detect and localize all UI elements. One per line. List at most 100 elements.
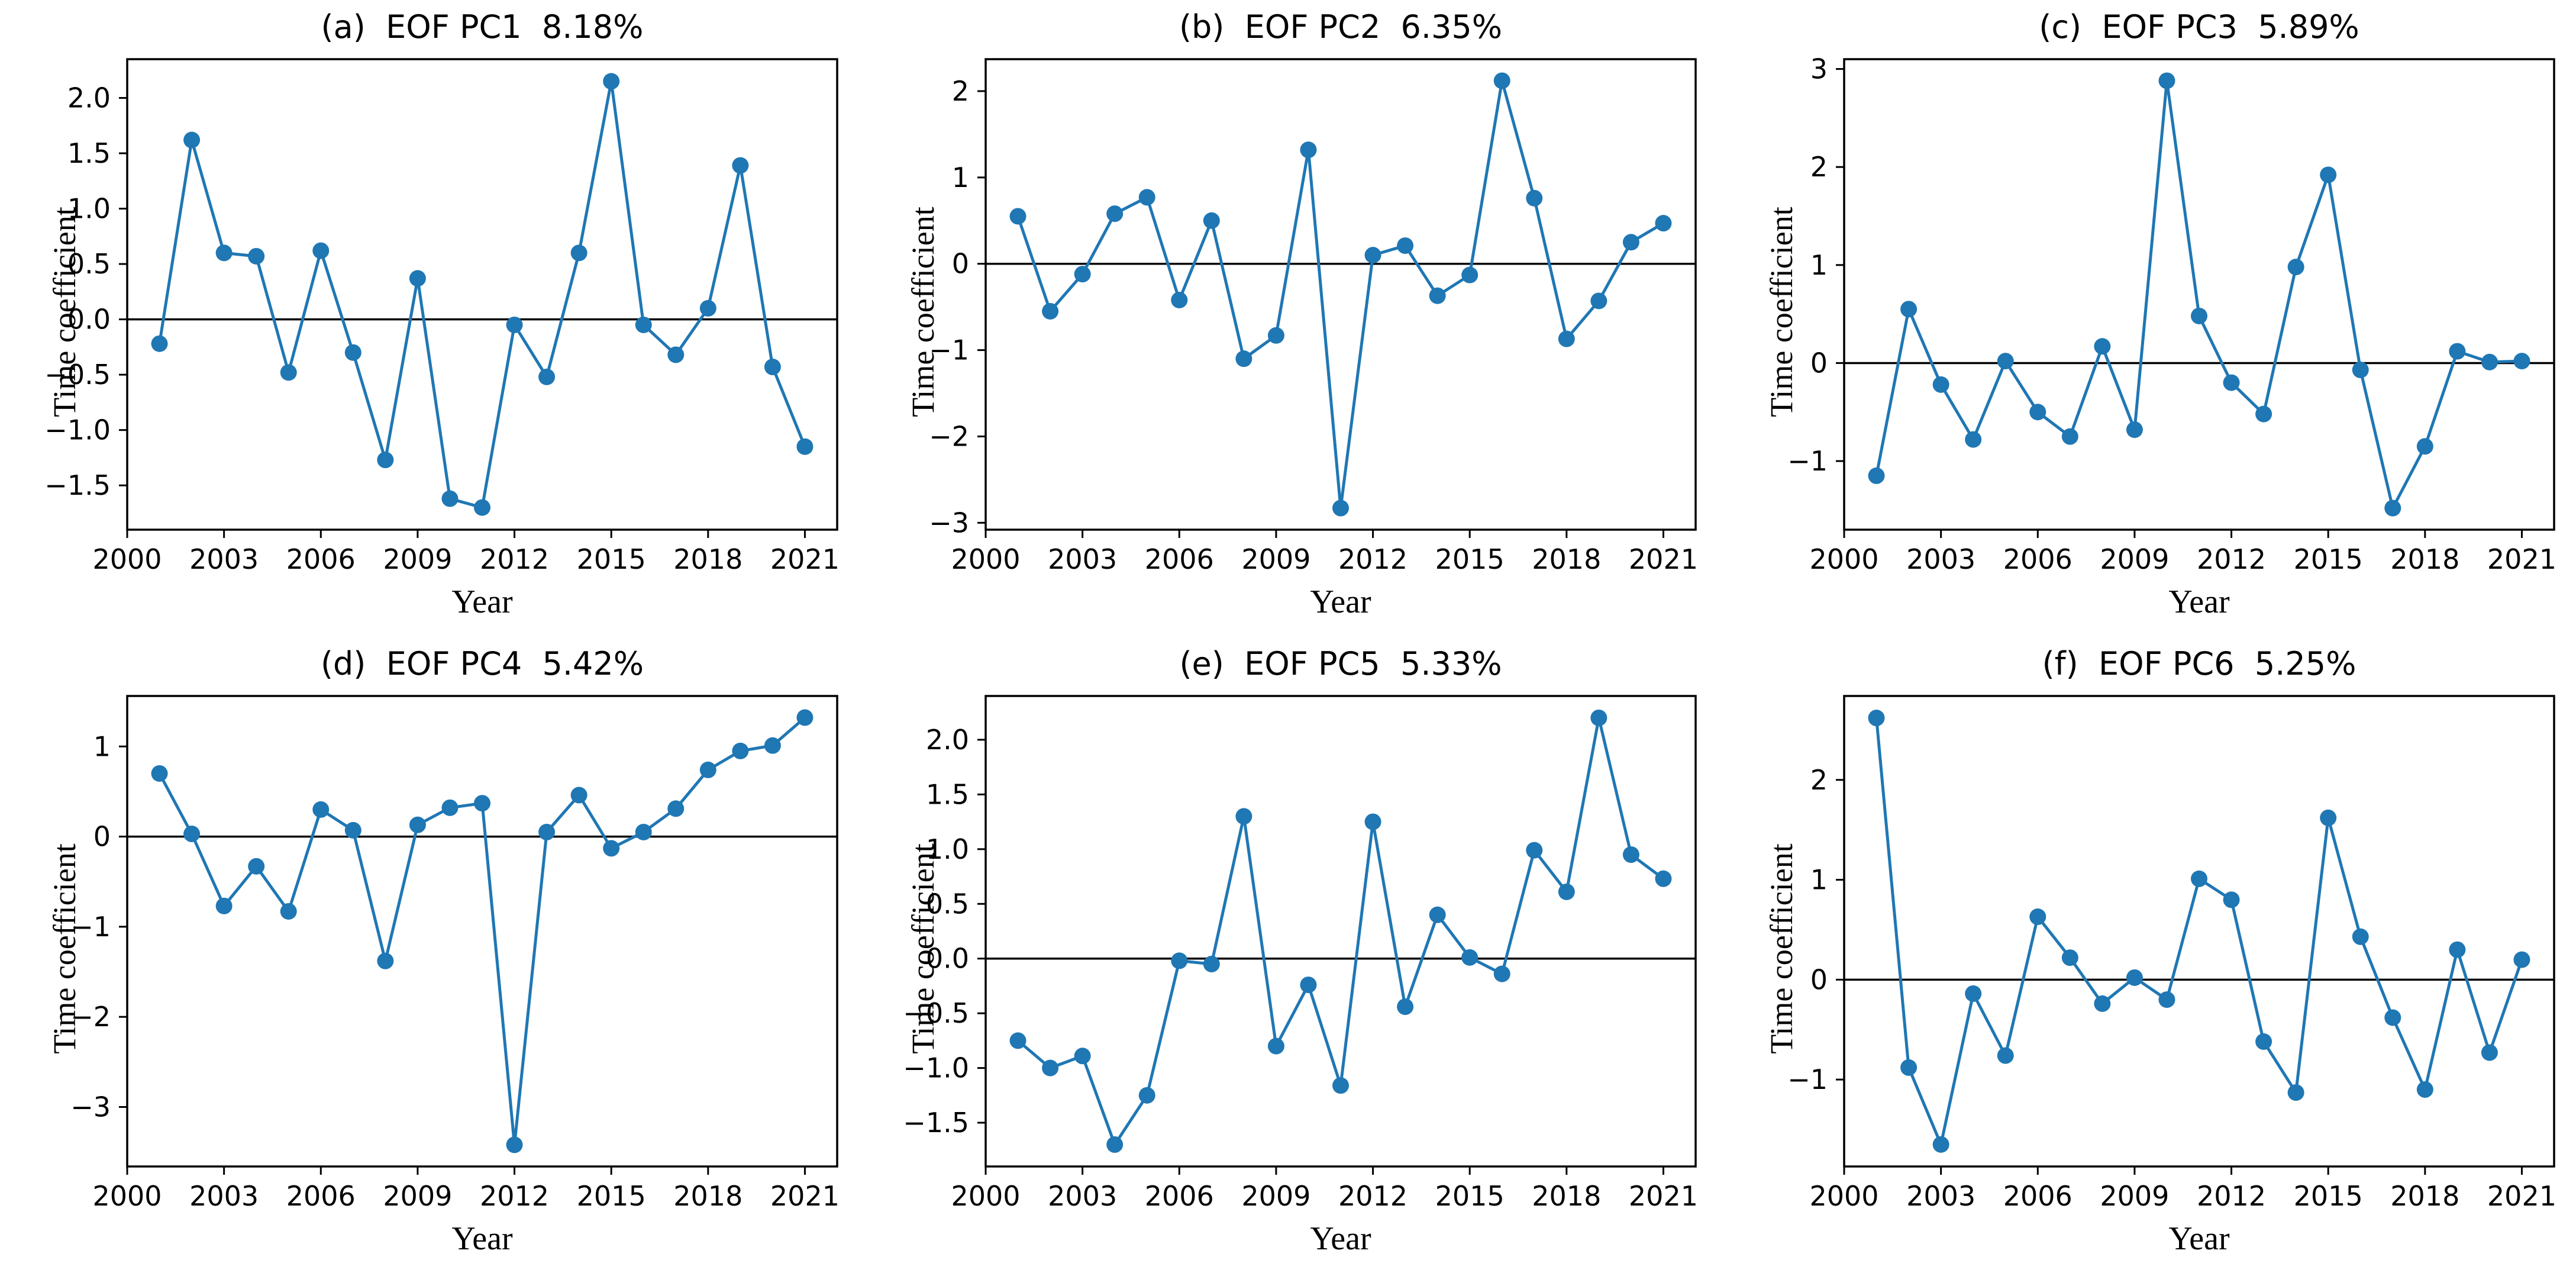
data-point [1493,965,1510,982]
x-tick-label: 2015 [577,1180,646,1212]
y-tick-label: 0 [952,248,969,280]
data-point [2094,995,2111,1012]
y-tick-label: −3 [929,507,969,539]
data-point [1300,141,1317,159]
data-point [796,709,814,726]
data-point [1429,287,1446,304]
x-tick-label: 2015 [577,543,646,575]
x-tick-label: 2000 [1809,543,1878,575]
data-point [1526,842,1543,859]
y-tick-label: 1.5 [67,137,111,169]
x-tick-label: 2000 [1809,1180,1878,1212]
data-point [151,335,168,352]
data-point [215,897,233,914]
panel-title: (e) EOF PC5 5.33% [1179,645,1502,682]
data-point [1074,1048,1091,1065]
data-point [312,801,330,818]
y-tick-label: 2 [1810,151,1828,183]
y-tick-label: 2.0 [67,82,111,114]
data-point [1106,1136,1124,1153]
data-point [796,438,814,455]
data-point [2061,428,2078,445]
x-tick-label: 2012 [2197,543,2266,575]
data-point [1655,870,1672,887]
y-tick-label: 0.5 [67,248,111,280]
chart-f: 2000 2003 2006 2009 2012 2015 2018 2021 −1 0 1 2 [1787,695,2556,1212]
panel-title: (d) EOF PC4 5.42% [320,645,644,682]
data-point [2158,991,2175,1008]
data-point [1397,237,1414,254]
data-point [344,821,361,839]
data-point [667,800,685,817]
data-point [2513,951,2530,968]
data-point [280,903,297,920]
y-tick-label: 1 [1810,864,1828,896]
x-tick-label: 2006 [2003,543,2073,575]
data-point [2223,891,2240,908]
data-point [1332,499,1349,517]
series-line [158,716,806,1146]
data-point [248,247,265,265]
data-point [2094,338,2111,355]
x-tick-label: 2021 [2487,1180,2556,1212]
data-point [1138,189,1155,206]
data-point [1171,952,1188,969]
data-point [2126,421,2143,439]
data-point [603,73,620,90]
data-point [1074,266,1091,283]
data-point [1932,376,1949,393]
data-point [2223,374,2240,391]
plot-frame [1843,58,2555,531]
x-tick-label: 2006 [1145,1180,1214,1212]
x-tick-label: 2018 [673,1180,743,1212]
data-point [1558,330,1575,347]
y-tick-label: −0.5 [44,359,111,391]
panel-e: (e) EOF PC5 5.33% Time coefficient Year … [858,637,1717,1273]
data-point [1397,998,1414,1016]
data-point [2029,404,2046,421]
chart-c: 2000 2003 2006 2009 2012 2015 2018 2021 −1 0 1 2 3 [1787,53,2556,575]
chart-b: 2000 2003 2006 2009 2012 2015 2018 2021 −3 −2 −1 0 1… [929,58,1698,575]
chart-d: 2000 2003 2006 2009 2012 2015 2018 2021 −3 −2 −1 0 1 [70,695,840,1212]
data-point [2287,259,2304,276]
data-point [2416,1081,2433,1098]
x-tick-label: 2000 [951,1180,1020,1212]
data-point [409,816,426,833]
data-point [1932,1136,1949,1153]
data-point [2352,928,2369,945]
data-point [2255,405,2272,423]
panel-c: (c) EOF PC3 5.89% Time coefficient Year … [1717,0,2575,636]
x-tick-label: 2018 [1532,543,1601,575]
y-tick-label: 0 [93,821,111,853]
data-point [1461,949,1479,966]
data-point [2416,438,2433,455]
data-point [570,787,587,804]
data-point [441,799,459,816]
data-point [1332,1077,1349,1094]
data-point [1364,247,1381,264]
x-tick-label: 2021 [770,1180,840,1212]
data-point [2513,353,2530,370]
panel-title: (b) EOF PC2 6.35% [1179,8,1503,46]
series-line [158,79,806,510]
data-point [377,952,394,969]
data-point [1042,302,1059,320]
data-point [2481,353,2498,370]
x-tick-label: 2009 [383,543,452,575]
data-point [1461,266,1479,283]
data-point [312,242,330,259]
data-point [183,826,201,843]
x-axis-label: Year [2168,584,2230,620]
data-point [1267,327,1284,344]
data-point [2191,307,2207,324]
panel-a: (a) EOF PC1 8.18% Time coefficient Year … [0,0,858,636]
data-point [1965,431,1982,448]
data-point [2191,870,2207,887]
x-tick-label: 2003 [1048,1180,1117,1212]
data-point [1493,72,1510,89]
y-tick-label: 1.0 [67,193,111,225]
y-tick-label: 2 [952,75,969,107]
data-point [1203,212,1220,229]
data-point [2449,343,2466,360]
